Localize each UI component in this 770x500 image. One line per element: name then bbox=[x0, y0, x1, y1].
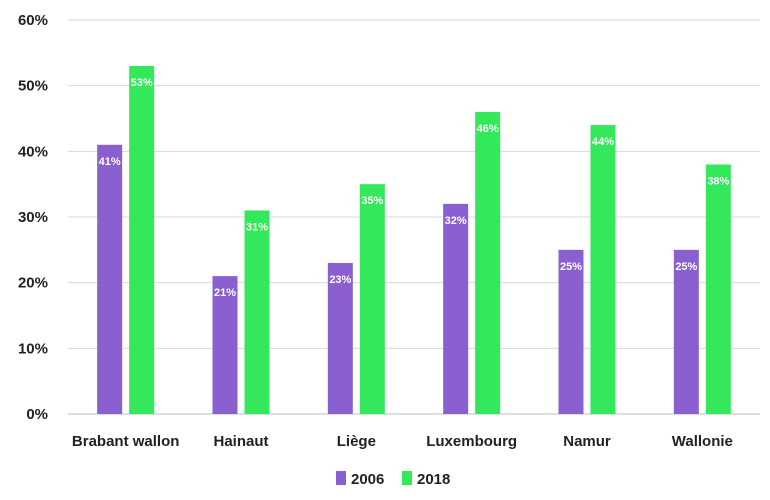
data-label: 46% bbox=[477, 123, 499, 135]
bar-2018-hainaut bbox=[244, 210, 270, 414]
bar-2018-namur bbox=[590, 125, 616, 415]
y-tick-label: 0% bbox=[26, 406, 48, 423]
category-label: Wallonie bbox=[672, 433, 733, 450]
bar-2018-luxembourg bbox=[475, 111, 501, 414]
grid-layer bbox=[68, 19, 760, 415]
data-label: 44% bbox=[592, 136, 614, 148]
bar-2006-wallonie bbox=[673, 249, 699, 414]
legend: 2006 2018 bbox=[336, 471, 450, 488]
category-label: Brabant wallon bbox=[72, 433, 180, 450]
bars-layer bbox=[97, 65, 731, 415]
bar-2006-namur bbox=[558, 249, 584, 414]
bar-2018-li-ge bbox=[359, 184, 385, 414]
bar-2006-hainaut bbox=[212, 276, 238, 414]
y-tick-label: 40% bbox=[18, 143, 48, 160]
legend-swatch-2006 bbox=[336, 471, 346, 485]
data-label: 41% bbox=[99, 156, 121, 168]
data-label: 31% bbox=[246, 221, 268, 233]
y-tick-label: 30% bbox=[18, 209, 48, 226]
data-label: 35% bbox=[361, 195, 383, 207]
data-label: 53% bbox=[131, 77, 153, 89]
category-label: Luxembourg bbox=[426, 433, 517, 450]
data-label: 25% bbox=[560, 261, 582, 273]
category-label: Hainaut bbox=[213, 433, 268, 450]
data-label: 38% bbox=[707, 175, 729, 187]
y-tick-label: 60% bbox=[18, 12, 48, 29]
labels-layer: 0% 10% 20% 30% 40% 50% 60% 41% 53% Brabant wallon… bbox=[18, 12, 733, 450]
legend-label-2018: 2018 bbox=[417, 471, 450, 488]
bar-2006-luxembourg bbox=[443, 203, 469, 414]
legend-label-2006: 2006 bbox=[351, 471, 384, 488]
bar-2006-li-ge bbox=[327, 262, 353, 414]
y-tick-label: 20% bbox=[18, 275, 48, 292]
bar-2018-brabant-wallon bbox=[129, 65, 155, 414]
data-label: 23% bbox=[329, 274, 351, 286]
bar-2006-brabant-wallon bbox=[97, 144, 123, 414]
data-label: 32% bbox=[445, 215, 467, 227]
y-tick-label: 10% bbox=[18, 340, 48, 357]
y-tick-label: 50% bbox=[18, 78, 48, 95]
data-label: 21% bbox=[214, 287, 236, 299]
category-label: Liège bbox=[337, 433, 376, 450]
legend-swatch-2018 bbox=[402, 471, 412, 485]
data-label: 25% bbox=[675, 261, 697, 273]
category-label: Namur bbox=[563, 433, 611, 450]
bar-2018-wallonie bbox=[705, 164, 731, 414]
